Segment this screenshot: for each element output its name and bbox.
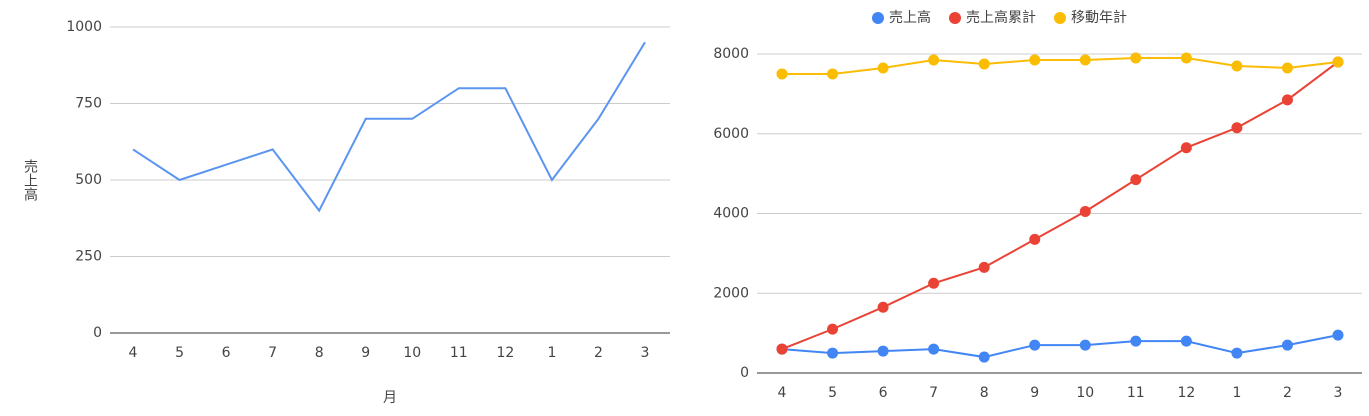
point [877, 301, 889, 313]
x-tick-label: 7 [268, 345, 277, 361]
point [1180, 335, 1192, 347]
x-tick-label: 5 [828, 385, 837, 401]
point [1180, 52, 1192, 64]
x-tick-label: 11 [1127, 385, 1145, 401]
y-tick-label: 750 [75, 96, 102, 112]
x-tick-label: 1 [547, 345, 556, 361]
x-tick-label: 10 [1076, 385, 1094, 401]
point [827, 347, 839, 359]
y-tick-label: 2000 [713, 285, 749, 301]
y-axis-label: 売上高 [22, 159, 38, 201]
point [827, 323, 839, 335]
point [978, 351, 990, 363]
point [1029, 54, 1041, 66]
x-axis-label: 月 [383, 390, 397, 406]
point [928, 277, 940, 289]
point [928, 54, 940, 66]
y-tick-label: 0 [740, 365, 749, 381]
x-tick-label: 8 [315, 345, 324, 361]
y-tick-label: 6000 [713, 126, 749, 142]
point [1029, 339, 1041, 351]
y-tick-label: 1000 [66, 19, 102, 35]
series-line [781, 334, 1339, 359]
point [1332, 56, 1344, 68]
point [1231, 347, 1243, 359]
series-line [781, 61, 1339, 351]
point [877, 62, 889, 74]
x-tick-label: 6 [879, 385, 888, 401]
legend-marker [1054, 12, 1066, 24]
x-tick-label: 4 [778, 385, 787, 401]
point [1079, 54, 1091, 66]
x-tick-label: 11 [450, 345, 468, 361]
legend-label: 売上高 [889, 9, 931, 26]
point [1281, 94, 1293, 106]
legend-label: 移動年計 [1071, 10, 1127, 26]
series-line [782, 56, 1339, 75]
point [978, 261, 990, 273]
point [1281, 62, 1293, 74]
y-tick-label: 4000 [713, 206, 749, 222]
point [1079, 339, 1091, 351]
point [1332, 329, 1344, 341]
y-tick-label: 500 [75, 172, 102, 188]
x-tick-label: 12 [1177, 385, 1195, 401]
x-tick-label: 1 [1232, 385, 1241, 401]
x-tick-label: 5 [175, 345, 184, 361]
point [827, 68, 839, 80]
point [776, 68, 788, 80]
point [1029, 233, 1041, 245]
x-tick-label: 9 [361, 345, 370, 361]
point [1231, 60, 1243, 72]
point [1130, 174, 1142, 186]
x-tick-label: 6 [222, 345, 231, 361]
x-tick-label: 10 [403, 345, 421, 361]
point [1180, 142, 1192, 154]
x-tick-label: 2 [594, 345, 603, 361]
legend-marker [872, 12, 884, 24]
x-tick-label: 3 [1334, 385, 1343, 401]
y-tick-label: 250 [75, 249, 102, 265]
y-tick-label: 8000 [713, 46, 749, 62]
point [1079, 206, 1091, 218]
x-tick-label: 4 [129, 345, 138, 361]
point [1130, 335, 1142, 347]
point [1130, 52, 1142, 64]
legend-marker [949, 12, 961, 24]
x-tick-label: 9 [1030, 385, 1039, 401]
legend-label: 売上高累計 [966, 9, 1036, 26]
point [978, 58, 990, 70]
x-tick-label: 8 [980, 385, 989, 401]
point [1231, 122, 1243, 134]
x-tick-label: 3 [641, 345, 650, 361]
series-line [132, 41, 646, 213]
x-tick-label: 7 [929, 385, 938, 401]
x-tick-label: 2 [1283, 385, 1292, 401]
point [877, 345, 889, 357]
x-tick-label: 12 [496, 345, 514, 361]
point [1281, 339, 1293, 351]
point [928, 343, 940, 355]
point [776, 343, 788, 355]
y-tick-label: 0 [93, 325, 102, 341]
